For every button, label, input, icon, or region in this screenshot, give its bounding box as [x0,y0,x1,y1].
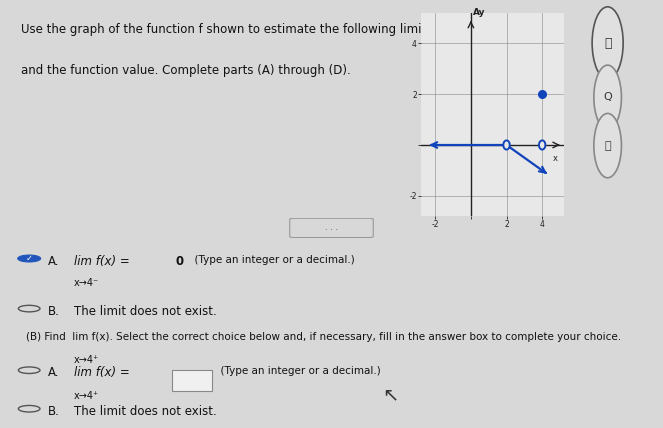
Circle shape [592,7,623,79]
Text: Use the graph of the function f shown to estimate the following limits: Use the graph of the function f shown to… [21,23,432,36]
Text: x→4⁺: x→4⁺ [74,355,99,365]
FancyBboxPatch shape [290,218,373,238]
Text: A.: A. [48,366,60,379]
Text: (Type an integer or a decimal.): (Type an integer or a decimal.) [213,366,381,376]
Circle shape [18,255,40,262]
Text: ↖: ↖ [383,386,398,404]
Text: x→4⁺: x→4⁺ [74,391,99,401]
Text: lim f(x) =: lim f(x) = [74,255,133,268]
Text: . . .: . . . [325,223,338,232]
Circle shape [594,113,621,178]
Text: B.: B. [48,405,60,418]
FancyBboxPatch shape [172,370,212,391]
Text: ⌕: ⌕ [604,36,611,50]
Text: B.: B. [48,305,60,318]
Text: 0: 0 [176,255,184,268]
Text: The limit does not exist.: The limit does not exist. [74,405,217,418]
Text: ⧉: ⧉ [605,141,611,151]
Text: ✓: ✓ [26,254,32,263]
Text: and the function value. Complete parts (A) through (D).: and the function value. Complete parts (… [21,63,351,77]
Text: The limit does not exist.: The limit does not exist. [74,305,217,318]
Text: Q: Q [603,92,612,102]
Circle shape [503,140,510,149]
Text: Ay: Ay [473,8,485,17]
Circle shape [594,65,621,130]
Text: x: x [553,154,558,163]
Text: x→4⁻: x→4⁻ [74,278,99,288]
Text: lim f(x) =: lim f(x) = [74,366,133,379]
Text: A.: A. [48,255,60,268]
Text: (Type an integer or a decimal.): (Type an integer or a decimal.) [188,255,355,265]
Text: (B) Find  lim f(x). Select the correct choice below and, if necessary, fill in t: (B) Find lim f(x). Select the correct ch… [26,332,621,342]
Circle shape [539,140,546,149]
